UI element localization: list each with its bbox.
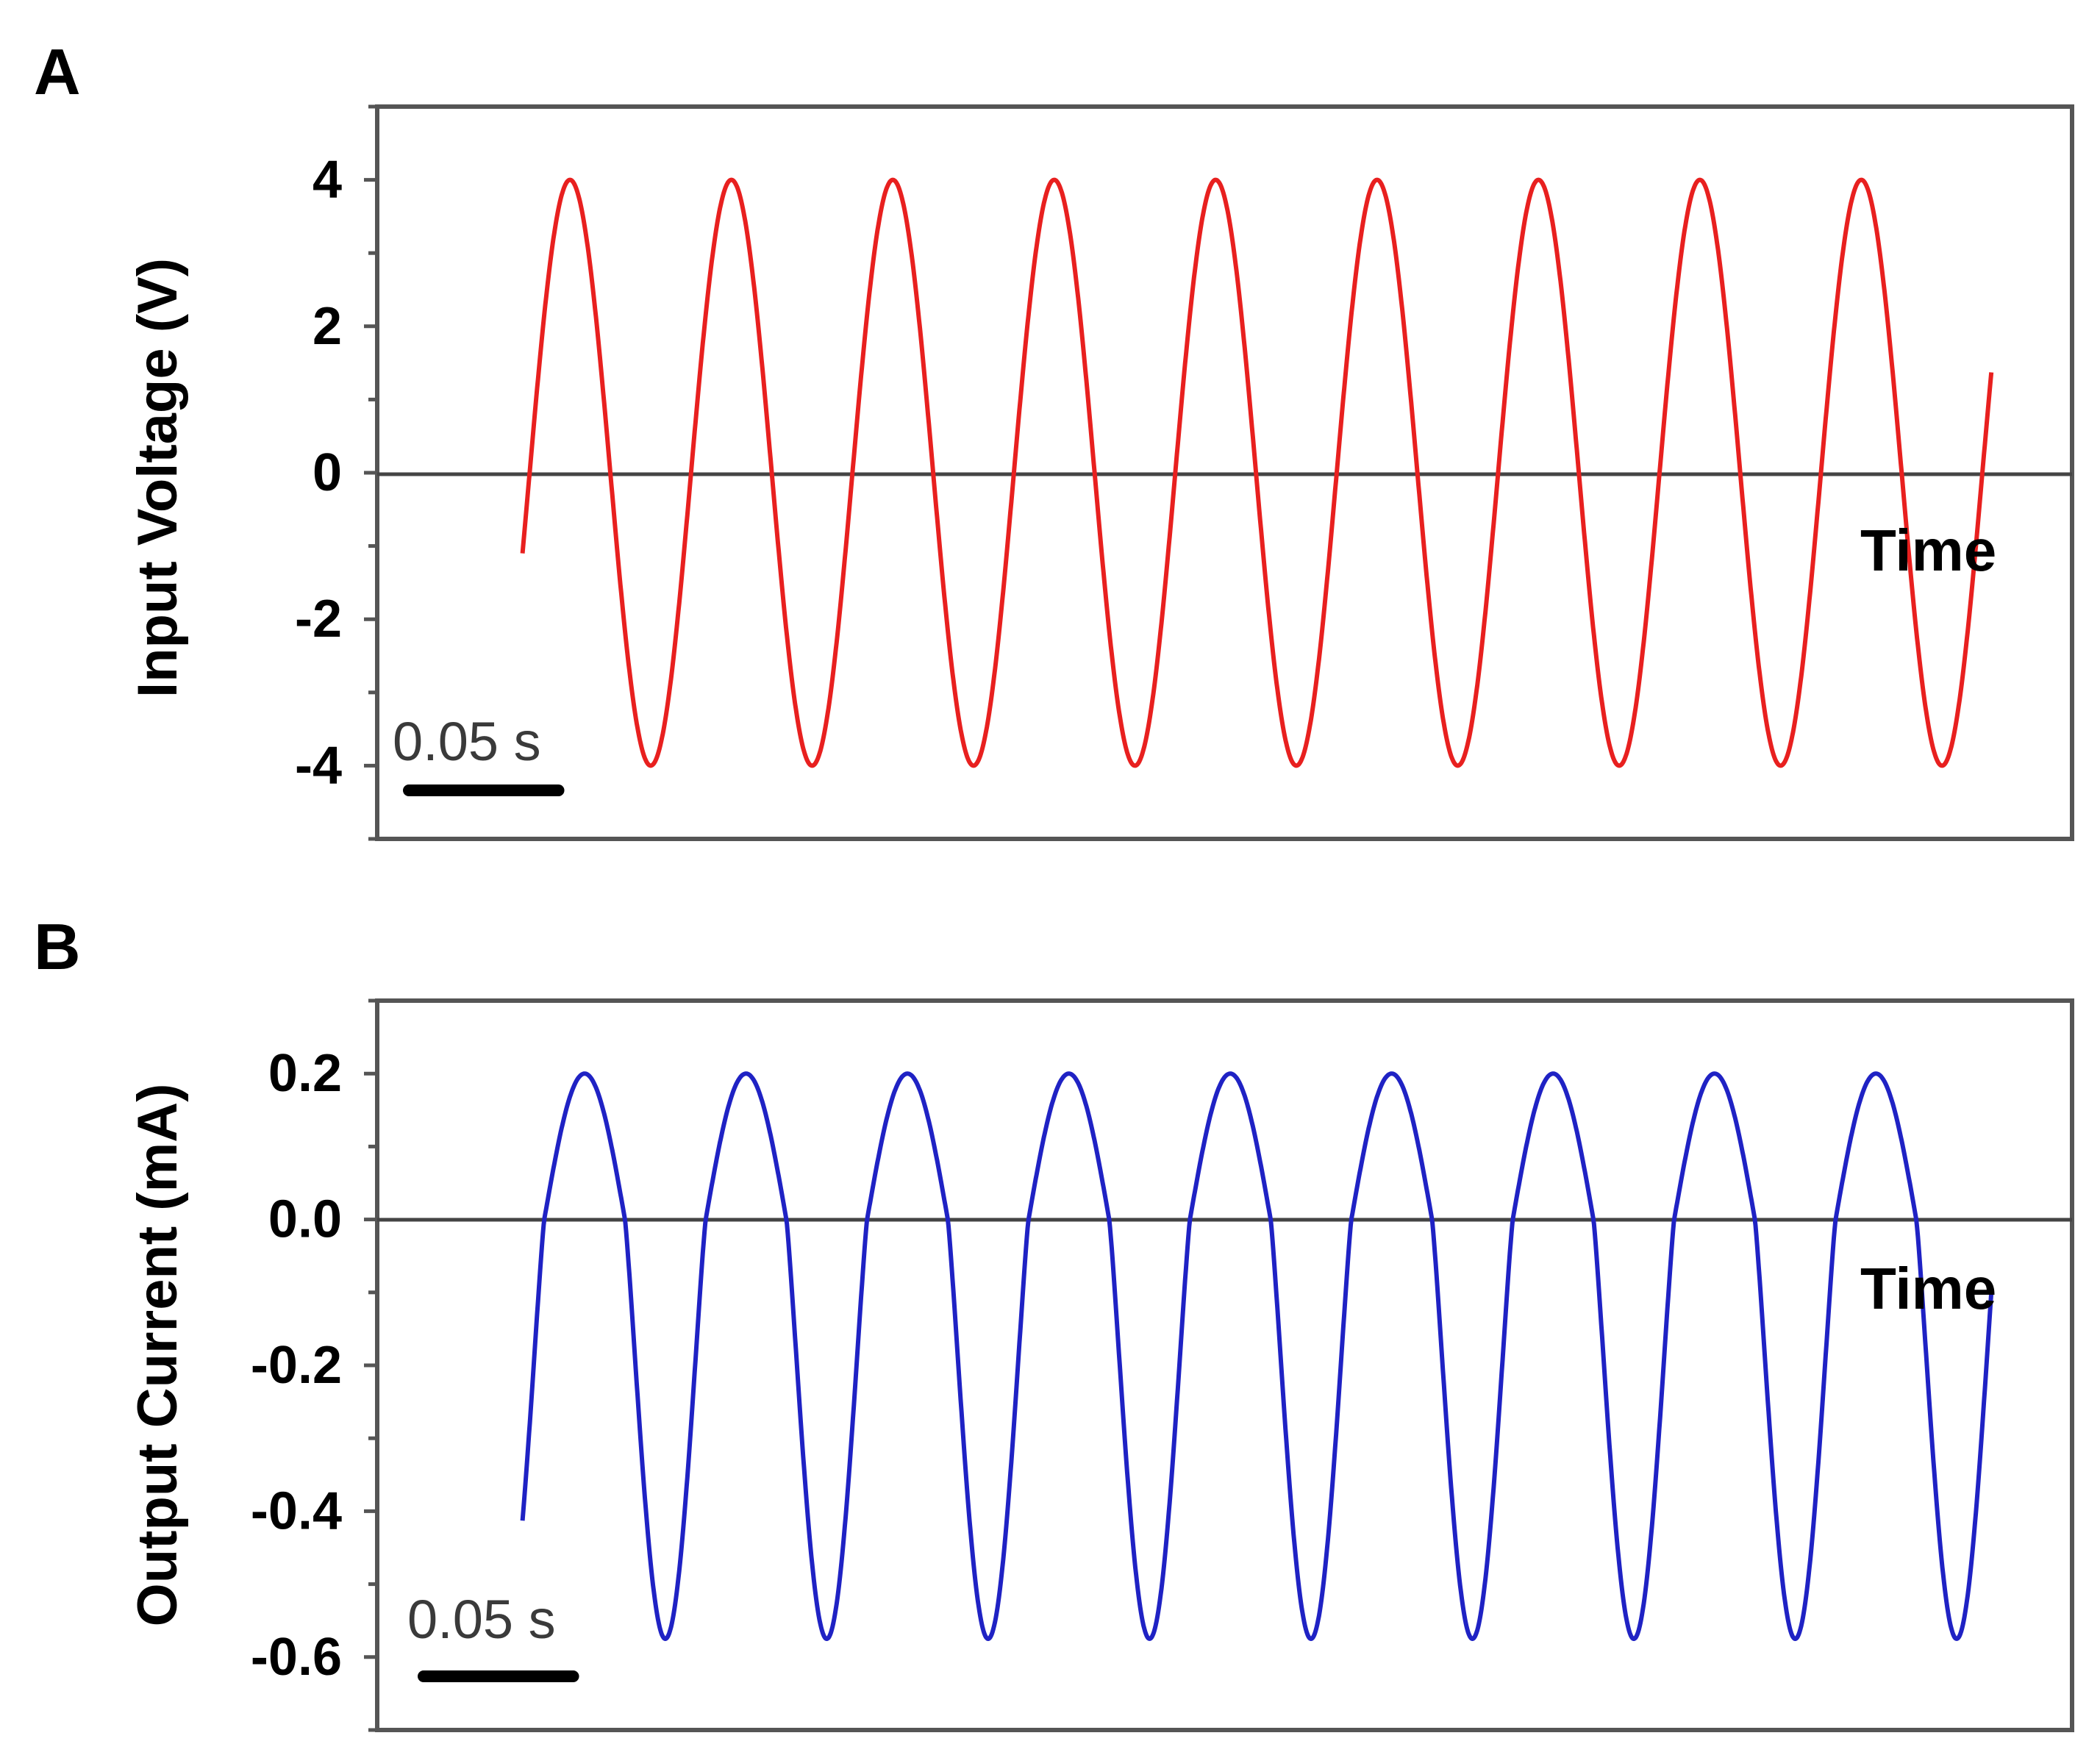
panel-b-scale-bar-label: 0.05 s xyxy=(407,1589,556,1650)
panel-b-y-ticks: -0.6 -0.4 -0.2 0.0 0.2 xyxy=(251,998,377,1732)
y-tick-label: -0.4 xyxy=(251,1481,342,1540)
panel-b-letter: B xyxy=(34,910,81,983)
panel-a-letter: A xyxy=(34,35,81,108)
panel-b-ylabel: Output Current (mA) xyxy=(126,1084,189,1627)
y-tick-label: 0 xyxy=(312,443,342,502)
panel-a: A Input Voltage (V) -4 -2 0 2 4 Time 0.05 s xyxy=(34,35,2074,841)
y-tick-label: 4 xyxy=(312,151,342,210)
panel-a-series-line xyxy=(520,177,1994,768)
panel-b-time-label: Time xyxy=(1860,1256,1996,1321)
panel-a-time-label: Time xyxy=(1860,518,1996,583)
y-tick-label: -2 xyxy=(295,590,342,648)
y-tick-label: 0.2 xyxy=(268,1044,342,1103)
panel-a-ylabel: Input Voltage (V) xyxy=(126,258,189,698)
panel-a-y-ticks: -4 -2 0 2 4 xyxy=(295,104,377,841)
y-tick-label: 0.0 xyxy=(268,1190,342,1249)
panel-b: B Output Current (mA) -0.6 -0.4 -0.2 0.0 0.2… xyxy=(34,910,2074,1732)
panel-b-series-line xyxy=(520,1071,1994,1641)
panel-b-plot-frame xyxy=(375,998,2074,1732)
y-tick-label: 2 xyxy=(312,297,342,356)
y-tick-label: -4 xyxy=(295,736,342,795)
panel-a-scale-bar-label: 0.05 s xyxy=(393,711,541,772)
y-tick-label: -0.6 xyxy=(251,1628,342,1687)
y-tick-label: -0.2 xyxy=(251,1336,342,1395)
